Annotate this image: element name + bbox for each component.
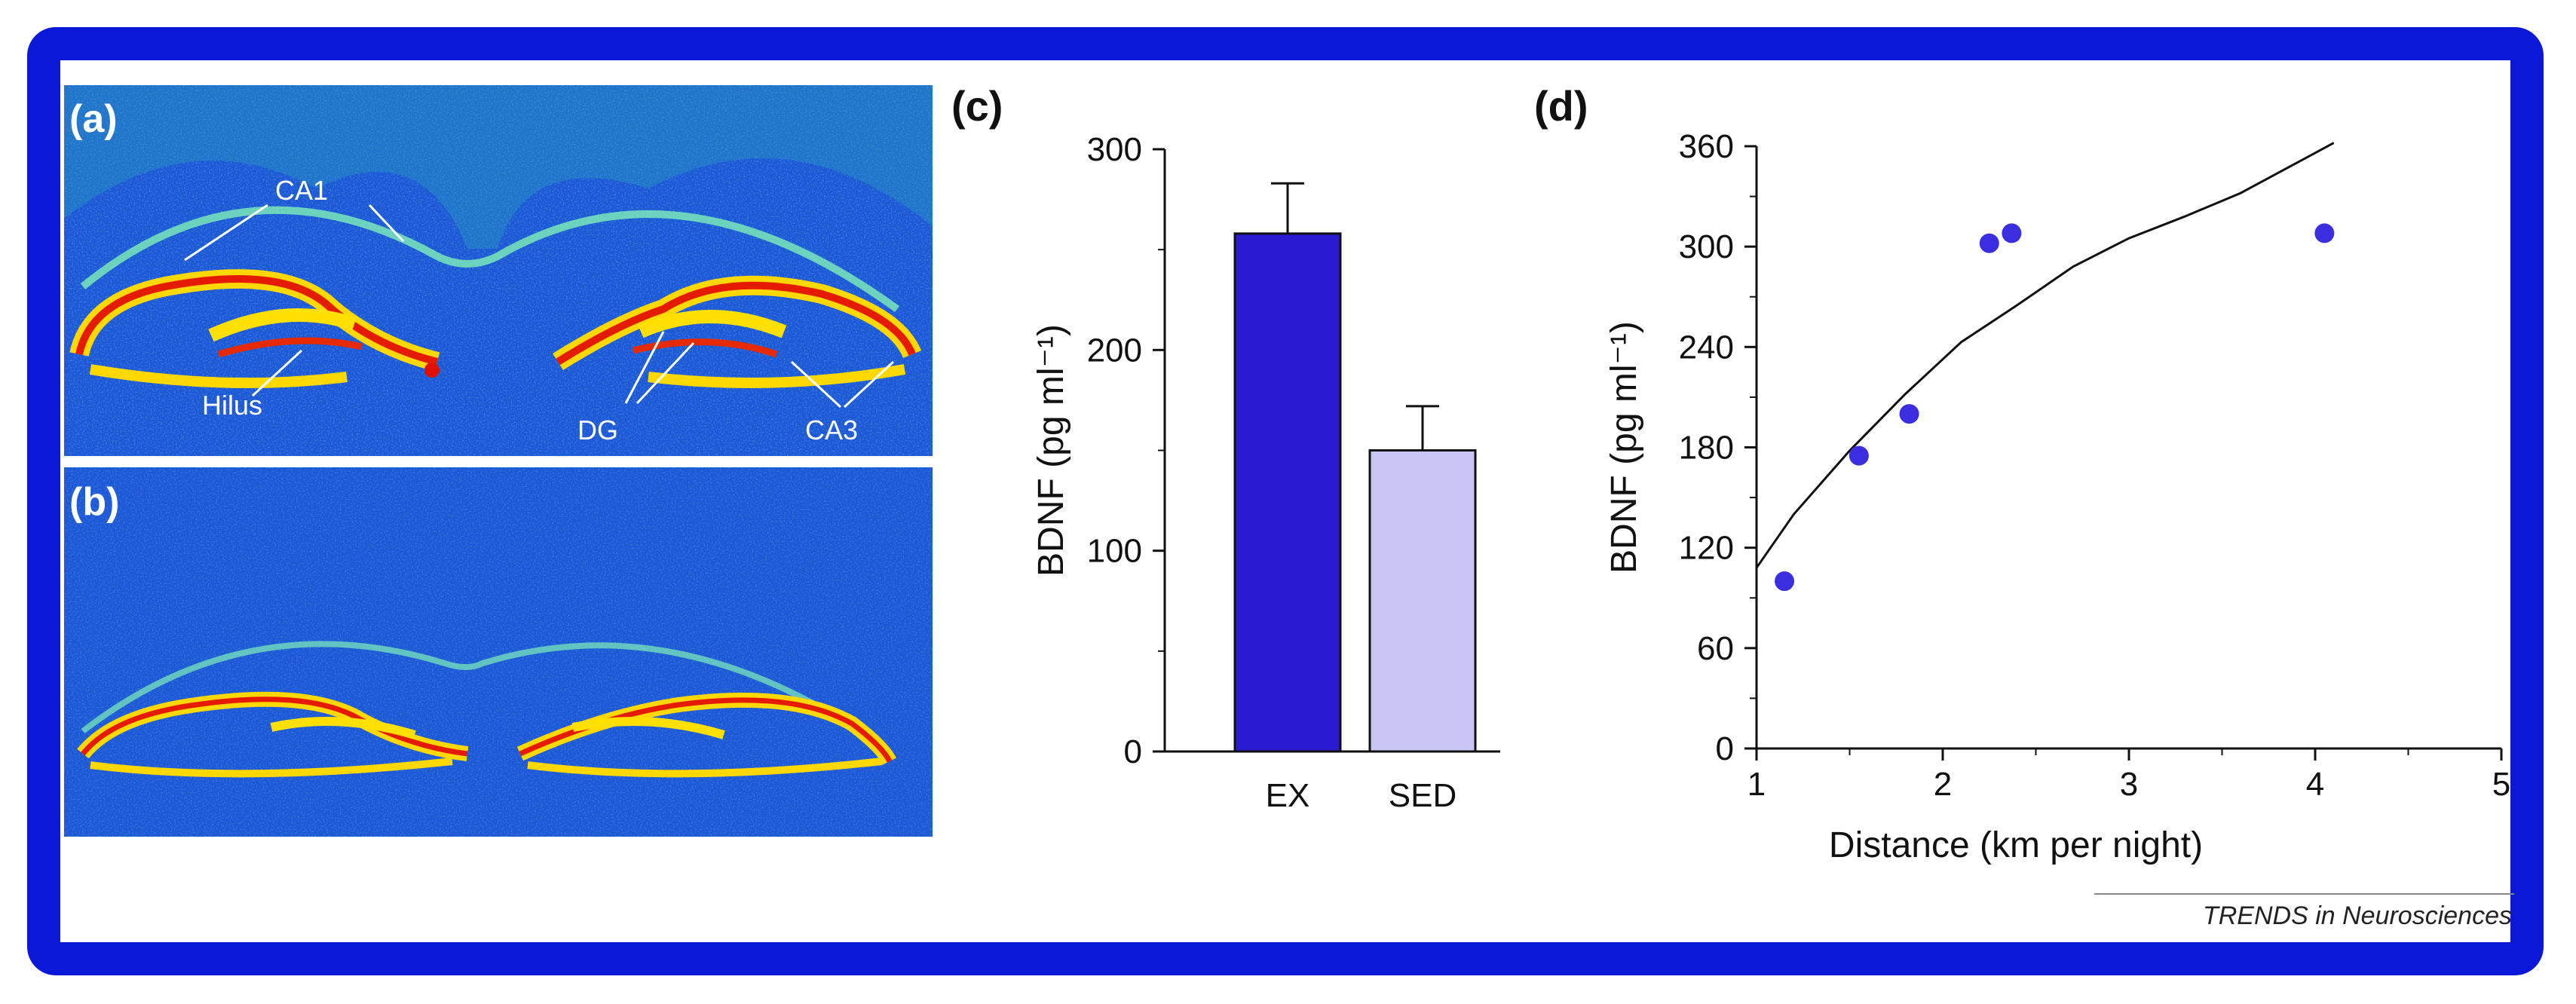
d-data-point xyxy=(2002,223,2022,243)
d-data-point xyxy=(2314,223,2335,243)
chart-c-y-ticks: 0 100 200 300 xyxy=(1087,131,1165,770)
chart-d-x-axis-title: Distance (km per night) xyxy=(1829,825,2203,865)
panel-b-letter: (b) xyxy=(69,480,119,524)
d-data-point xyxy=(1775,571,1795,592)
chart-d-x-ticks: 1 2 3 4 5 xyxy=(1747,748,2510,803)
d-x-tick-label: 2 xyxy=(1934,766,1952,803)
d-x-tick-label: 3 xyxy=(2120,766,2138,803)
c-y-tick-label: 200 xyxy=(1087,332,1142,369)
micrograph-a: (a) CA1 Hilus DG CA3 xyxy=(64,85,933,456)
micrograph-b: (b) xyxy=(64,467,933,837)
d-data-point xyxy=(1899,404,1919,424)
c-y-tick-label: 0 xyxy=(1124,733,1142,770)
c-bar-sed xyxy=(1368,449,1477,753)
c-y-tick-label: 100 xyxy=(1087,533,1142,570)
label-hilus: Hilus xyxy=(202,390,262,421)
d-data-point xyxy=(1849,445,1869,466)
chart-c-x-categories: EX SED xyxy=(1266,777,1457,814)
d-y-tick-label: 60 xyxy=(1697,630,1734,667)
micrograph-leader-lines xyxy=(184,204,895,409)
chart-d-fit-curve xyxy=(1755,142,2335,569)
c-category-label: SED xyxy=(1389,777,1456,814)
c-bar-ex xyxy=(1233,232,1342,753)
d-y-tick-label: 240 xyxy=(1679,329,1734,366)
d-x-tick-label: 5 xyxy=(2492,766,2510,803)
d-y-tick-label: 300 xyxy=(1679,228,1734,265)
chart-c-y-axis-title: BDNF (pg ml⁻¹) xyxy=(1031,324,1071,577)
d-y-tick-label: 120 xyxy=(1679,530,1734,567)
panel-c-letter: (c) xyxy=(951,82,1003,130)
label-ca3: CA3 xyxy=(805,415,858,445)
credit-text: TRENDS in Neurosciences xyxy=(2203,901,2512,930)
chart-d-bdnf-vs-distance: (d) 0 60 120 180 240 300 360 1 2 3 4 5 BDNF (pg ml… xyxy=(1534,82,2510,865)
label-ca1: CA1 xyxy=(275,175,328,206)
d-x-tick-label: 4 xyxy=(2306,766,2324,803)
c-category-label: EX xyxy=(1266,777,1310,814)
panel-d-letter: (d) xyxy=(1534,82,1588,130)
d-data-point xyxy=(1979,233,1999,253)
d-y-tick-label: 180 xyxy=(1679,430,1734,467)
chart-d-y-ticks: 0 60 120 180 240 300 360 xyxy=(1679,128,1757,767)
label-dg: DG xyxy=(577,415,618,445)
d-y-tick-label: 0 xyxy=(1716,730,1734,767)
d-y-tick-label: 360 xyxy=(1679,128,1734,165)
chart-c-bdnf-bar: (c) 0 100 200 300 EX SED BDNF (pg ml⁻¹) xyxy=(951,82,1500,814)
chart-d-points xyxy=(1775,223,2335,592)
chart-c-bars xyxy=(1233,182,1477,753)
d-x-tick-label: 1 xyxy=(1747,766,1766,803)
d-fit-curve-line xyxy=(1755,142,2335,569)
chart-d-y-axis-title: BDNF (pg ml⁻¹) xyxy=(1604,321,1644,574)
c-y-tick-label: 300 xyxy=(1087,131,1142,168)
chart-d-axes xyxy=(1755,146,2501,750)
panel-a-letter: (a) xyxy=(69,97,118,141)
